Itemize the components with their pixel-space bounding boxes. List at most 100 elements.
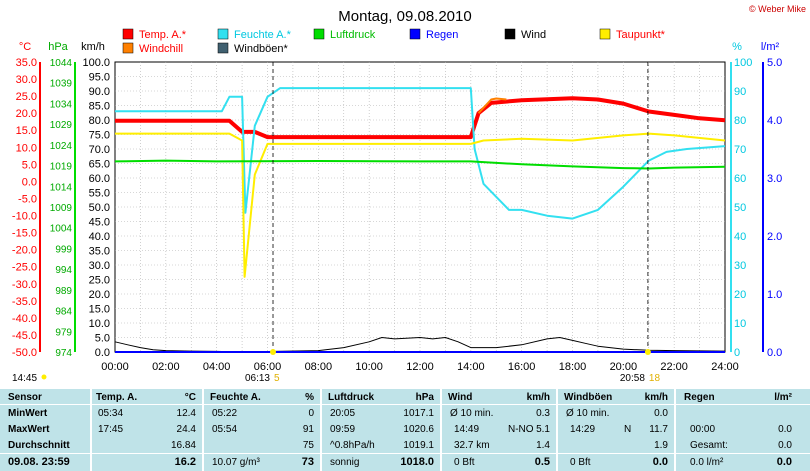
- hum-min: 0: [308, 408, 314, 419]
- rain-unit: l/m²: [774, 392, 792, 403]
- legend-swatch-1: [217, 28, 229, 40]
- press-tick-11: 989: [55, 286, 72, 297]
- legend-label-7: Windböen*: [234, 43, 289, 55]
- wind-tick-8: 60.0: [89, 173, 110, 185]
- wind-unit-label: km/h: [81, 41, 105, 53]
- time-tick-0: 00:00: [101, 361, 129, 373]
- series-line-5: [114, 337, 726, 353]
- hum-max-time: 05:54: [212, 424, 238, 435]
- wind-tick-2: 90.0: [89, 86, 110, 98]
- hum-tick-5: 50: [734, 202, 746, 214]
- wind-tick-3: 85.0: [89, 101, 110, 113]
- wind-avg10-label: Ø 10 min.: [450, 408, 494, 419]
- time-tick-9: 18:00: [559, 361, 587, 373]
- wind-max: 5.1: [536, 424, 550, 435]
- press-head: Luftdruck: [328, 392, 375, 403]
- press-tick-10: 994: [55, 265, 72, 276]
- temp-tick-13: -30.0: [12, 279, 37, 291]
- press-unit: hPa: [415, 392, 434, 403]
- temp-max-time: 17:45: [98, 424, 124, 435]
- last-update-dot: [41, 374, 47, 380]
- temp-tick-17: -50.0: [12, 347, 37, 359]
- wind-tick-5: 75.0: [89, 130, 110, 142]
- hum-unit: %: [305, 392, 314, 403]
- wind-avg: 1.4: [536, 440, 550, 451]
- time-tick-10: 20:00: [610, 361, 638, 373]
- temp-min: 12.4: [176, 408, 196, 419]
- rain-unit-label: l/m²: [761, 41, 780, 53]
- legend-label-2: Luftdruck: [330, 29, 376, 41]
- rain-tick-3: 2.0: [767, 231, 782, 243]
- hum-head: Feuchte A.: [210, 392, 261, 403]
- press-max-time: 09:59: [330, 424, 356, 435]
- press-max: 1020.6: [403, 424, 434, 435]
- series-line-0: [115, 96, 726, 140]
- temp-tick-12: -25.0: [12, 262, 37, 274]
- rain-tick-4: 1.0: [767, 289, 782, 301]
- press-trend: ^0.8hPa/h: [330, 440, 375, 451]
- temp-tick-10: -15.0: [12, 228, 37, 240]
- temp-tick-6: 5.0: [22, 159, 37, 171]
- gust-bft: 0 Bft: [570, 457, 591, 468]
- hum-tick-4: 60: [734, 173, 746, 185]
- wind-tick-16: 20.0: [89, 289, 110, 301]
- legend-label-3: Regen: [426, 29, 458, 41]
- row-label-current: 09.08. 23:59: [8, 456, 70, 468]
- gust-max-time: 14:29: [570, 424, 596, 435]
- hum-tick-3: 70: [734, 144, 746, 156]
- press-tick-1: 1039: [50, 79, 73, 90]
- wind-tick-13: 35.0: [89, 246, 110, 258]
- hum-tick-8: 20: [734, 289, 746, 301]
- temp-tick-4: 15.0: [16, 125, 37, 137]
- hum-tick-6: 40: [734, 231, 746, 243]
- wind-tick-4: 80.0: [89, 115, 110, 127]
- copyright-label: © Weber Mike: [749, 4, 806, 14]
- wind-run: 32.7 km: [454, 440, 490, 451]
- wind-tick-12: 40.0: [89, 231, 110, 243]
- hum-unit-label: %: [732, 41, 742, 53]
- temp-current: 16.2: [174, 456, 196, 468]
- row-label-min: MinWert: [8, 408, 48, 419]
- rain-tick-5: 0.0: [767, 347, 782, 359]
- gust-avg10-label: Ø 10 min.: [566, 408, 610, 419]
- press-tick-0: 1044: [50, 58, 73, 69]
- hum-min-time: 05:22: [212, 408, 238, 419]
- hum-tick-10: 0: [734, 347, 740, 359]
- legend-swatch-3: [409, 28, 421, 40]
- rain-tick-0: 5.0: [767, 57, 782, 69]
- wind-head: Wind: [448, 392, 473, 403]
- press-unit-label: hPa: [48, 41, 68, 53]
- time-tick-6: 12:00: [406, 361, 434, 373]
- press-tick-6: 1014: [50, 182, 73, 193]
- rain-total-label: Gesamt:: [690, 440, 728, 451]
- wind-tick-17: 15.0: [89, 304, 110, 316]
- temp-tick-0: 35.0: [16, 57, 37, 69]
- temp-avg: 16.84: [170, 440, 196, 451]
- statistics-table: Sensor MinWert MaxWert Durchschnitt 09.0…: [0, 389, 810, 471]
- wind-tick-14: 30.0: [89, 260, 110, 272]
- wind-max-dir: N-NO: [508, 424, 534, 435]
- sunrise-dot: [270, 349, 277, 355]
- wind-current: 0.5: [534, 456, 550, 468]
- press-tick-9: 999: [55, 244, 72, 255]
- rain-column: Regen l/m² 00:00 0.0 Gesamt: 0.0 0.0 l/m…: [676, 389, 810, 471]
- temp-tick-11: -20.0: [12, 245, 37, 257]
- wind-tick-19: 5.0: [95, 333, 110, 345]
- press-min: 1017.1: [403, 408, 434, 419]
- legend-swatch-0: [122, 28, 134, 40]
- hum-abs: 10.07 g/m³: [212, 457, 260, 468]
- press-column: Luftdruck hPa 20:05 1017.1 09:59 1020.6 …: [322, 389, 442, 471]
- wind-avg10: 0.3: [536, 408, 550, 419]
- rain-tick-2: 3.0: [767, 173, 782, 185]
- rain-head: Regen: [684, 392, 715, 403]
- row-labels-column: Sensor MinWert MaxWert Durchschnitt 09.0…: [0, 389, 92, 471]
- temp-tick-5: 10.0: [16, 142, 37, 154]
- rain-today: 0.0 l/m²: [690, 457, 724, 468]
- gust-current: 0.0: [652, 456, 668, 468]
- time-tick-5: 10:00: [355, 361, 383, 373]
- wind-tick-20: 0.0: [95, 347, 110, 359]
- legend-swatch-5: [599, 28, 611, 40]
- rain-total: 0.0: [778, 440, 792, 451]
- press-min-time: 20:05: [330, 408, 356, 419]
- press-tick-3: 1029: [50, 120, 73, 131]
